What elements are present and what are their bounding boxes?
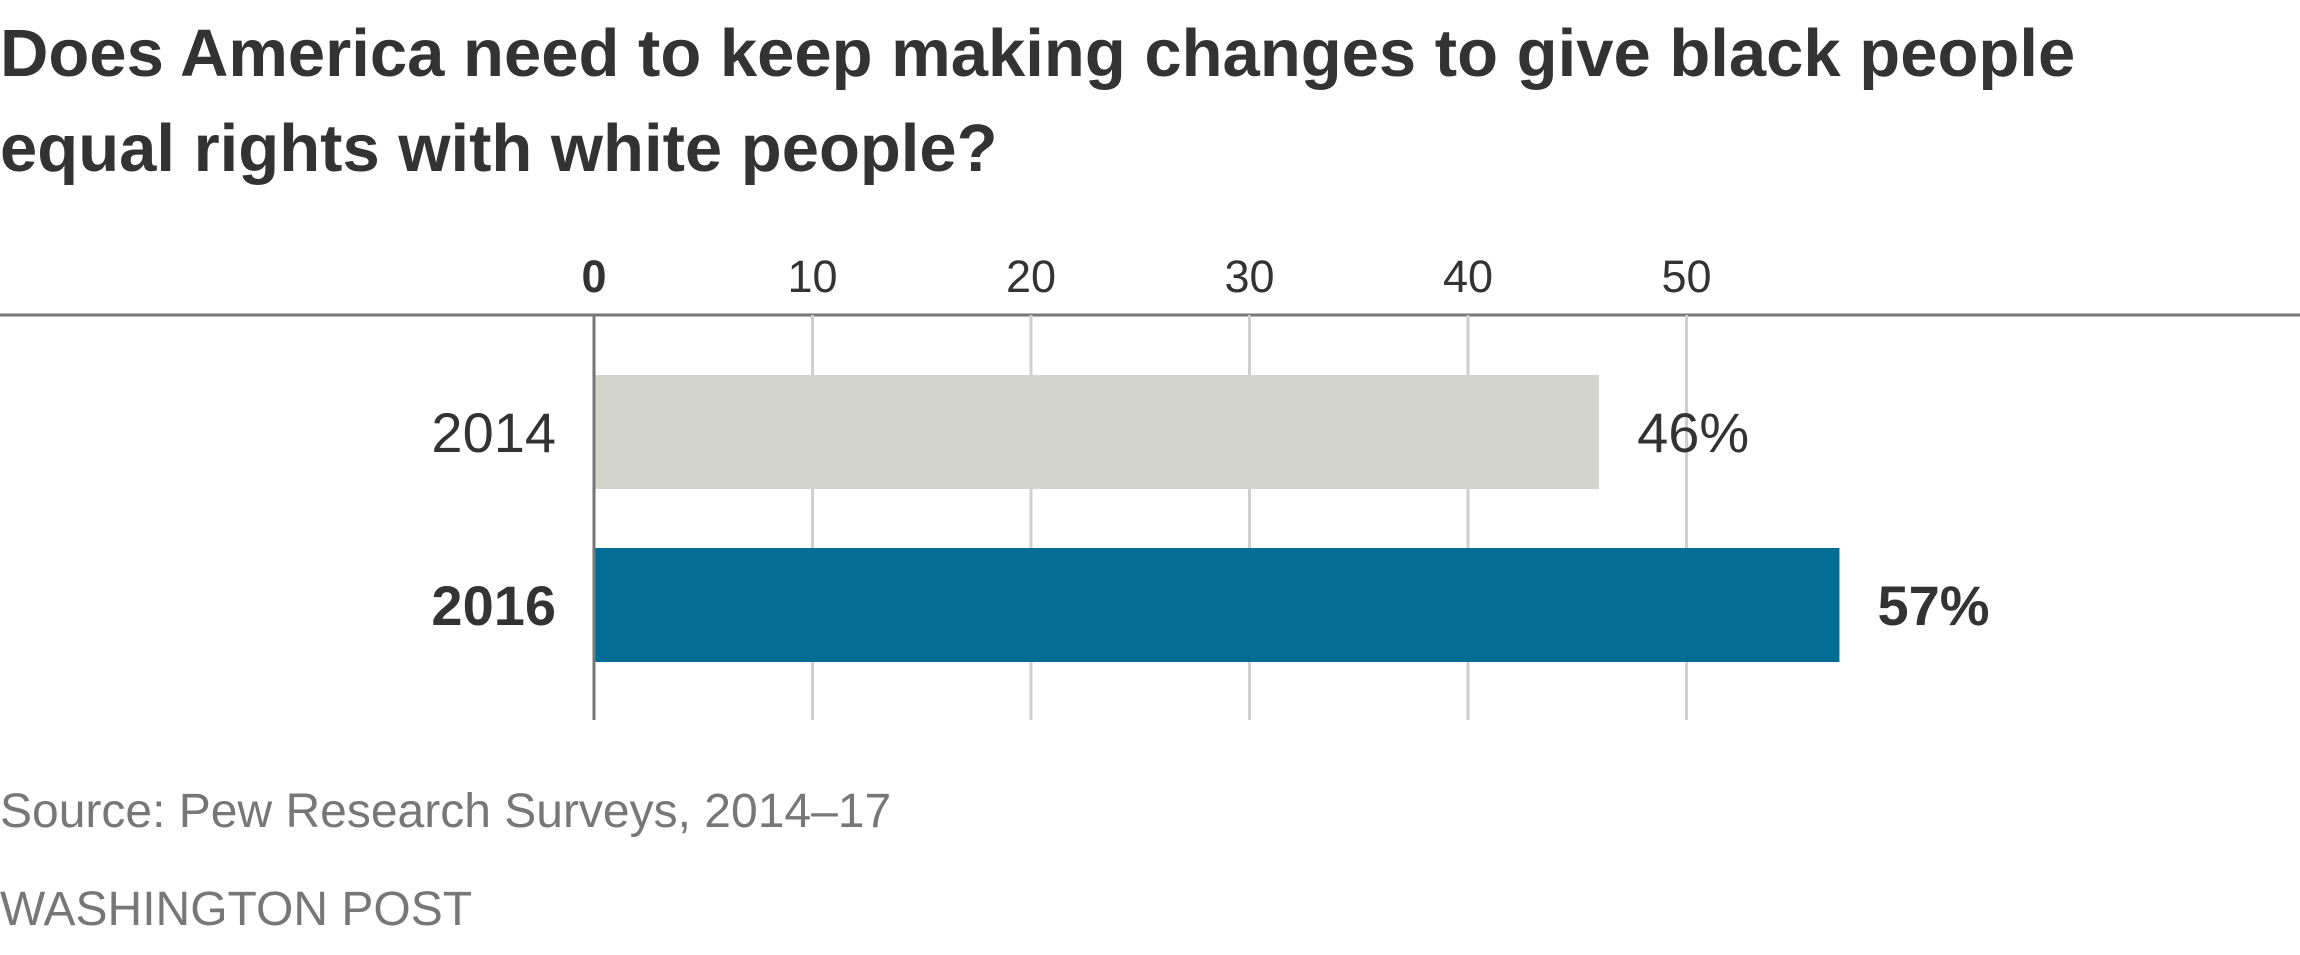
x-tick-label: 50: [1661, 251, 1711, 302]
bars: [595, 375, 1840, 662]
source-note: Source: Pew Research Surveys, 2014–17: [0, 785, 892, 838]
x-tick-label: 0: [581, 251, 606, 302]
bar-2014: [595, 375, 1600, 489]
x-tick-label: 40: [1443, 251, 1493, 302]
category-label: 2016: [431, 574, 556, 637]
x-tick-label: 30: [1224, 251, 1274, 302]
value-label: 46%: [1637, 401, 1749, 464]
chart-title: Does America need to keep making changes…: [0, 16, 2076, 186]
bar-2016: [595, 548, 1840, 662]
labels: 0 10 20 30 40 50 2014 46% 2016 57%: [431, 251, 1989, 637]
credit-line: WASHINGTON POST: [0, 883, 473, 936]
x-tick-label: 20: [1006, 251, 1056, 302]
value-label: 57%: [1877, 574, 1989, 637]
category-label: 2014: [431, 401, 556, 464]
bar-chart: 0 10 20 30 40 50 2014 46% 2016 57%: [0, 251, 2300, 720]
x-tick-label: 10: [787, 251, 837, 302]
